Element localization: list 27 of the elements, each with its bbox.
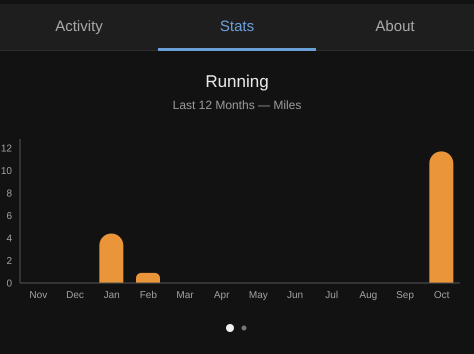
x-tick-label: Feb xyxy=(140,290,158,302)
y-tick-label: 0 xyxy=(6,278,12,290)
y-tick-label: 6 xyxy=(6,211,12,222)
text: Activity xyxy=(55,18,103,35)
chart-title: Running xyxy=(204,72,270,92)
x-tick-label: Aug xyxy=(359,290,378,302)
y-tick-label: 2 xyxy=(6,256,12,268)
x-tick-label: Oct xyxy=(434,290,450,302)
y-tick-label: 10 xyxy=(0,166,12,178)
y-tick-label: 8 xyxy=(6,188,12,200)
x-tick-label: Jun xyxy=(286,290,304,302)
y-tick-label: 4 xyxy=(6,234,12,245)
chart-subtitle: Last 12 Months — Miles xyxy=(172,98,302,112)
x-tick-label: May xyxy=(248,290,268,302)
x-tick-label: Dec xyxy=(66,290,84,302)
x-tick-label: Apr xyxy=(214,290,230,302)
text: Stats xyxy=(220,18,254,35)
y-tick-label: 12 xyxy=(0,144,12,155)
text: About xyxy=(375,18,415,35)
x-tick-label: Jan xyxy=(104,290,120,302)
x-tick-label: Jul xyxy=(325,290,338,302)
bar xyxy=(429,151,454,283)
x-tick-label: Mar xyxy=(176,290,194,302)
x-tick-label: Nov xyxy=(29,290,48,302)
bar xyxy=(136,272,160,283)
x-tick-label: Sep xyxy=(396,290,414,302)
bar xyxy=(99,234,124,283)
